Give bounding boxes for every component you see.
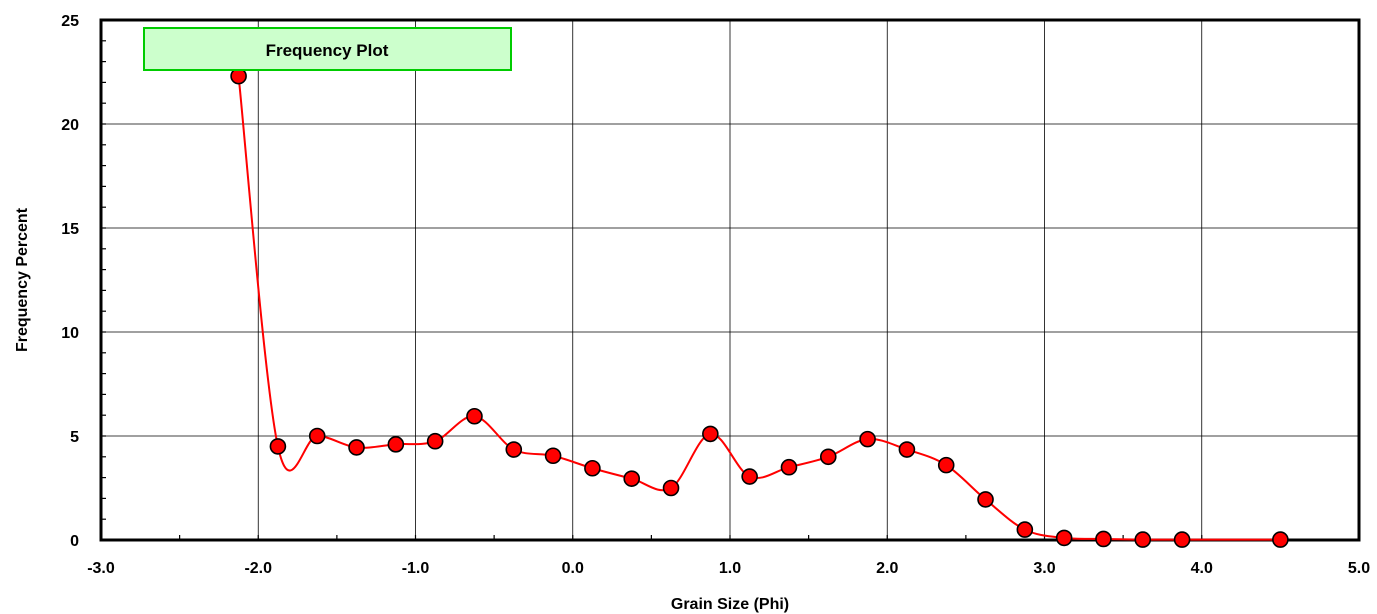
data-point <box>544 447 562 465</box>
data-point <box>1016 521 1034 538</box>
y-tick-label: 0 <box>70 533 79 550</box>
y-tick-label: 10 <box>61 325 79 342</box>
data-point <box>1134 531 1152 548</box>
data-point <box>308 427 326 445</box>
data-point <box>937 456 955 474</box>
data-point <box>780 458 798 476</box>
y-tick-label: 25 <box>61 13 79 30</box>
x-tick-label: 3.0 <box>1033 560 1055 577</box>
plot-area-border <box>99 18 1361 542</box>
legend: Frequency Plot <box>143 27 512 71</box>
data-markers <box>230 67 1289 548</box>
data-point <box>1095 530 1112 548</box>
legend-label: Frequency Plot <box>266 41 389 60</box>
data-point <box>859 430 876 448</box>
y-tick-labels: 0 5 10 15 20 25 <box>61 13 79 550</box>
legend-box <box>143 27 512 71</box>
x-axis-title: Grain Size (Phi) <box>671 596 789 613</box>
data-point <box>426 432 444 450</box>
x-tick-label: -3.0 <box>87 560 115 577</box>
data-point <box>387 436 405 453</box>
data-point <box>702 425 719 443</box>
data-point <box>623 470 641 487</box>
x-tick-label: 4.0 <box>1191 560 1213 577</box>
data-point <box>584 459 601 477</box>
y-tick-label: 5 <box>70 429 79 446</box>
x-tick-label: 5.0 <box>1348 560 1370 577</box>
data-point <box>898 441 916 458</box>
data-point <box>269 438 287 455</box>
y-tick-label: 15 <box>61 221 79 238</box>
data-point <box>741 468 758 485</box>
x-tick-label: -2.0 <box>244 560 272 577</box>
data-point <box>505 441 523 458</box>
y-tick-label: 20 <box>61 117 79 134</box>
data-point <box>466 407 483 425</box>
data-point <box>1272 531 1289 548</box>
data-point <box>348 439 365 456</box>
data-point <box>662 479 680 497</box>
data-point <box>1173 531 1191 548</box>
y-axis-title: Frequency Percent <box>14 207 31 352</box>
x-tick-label: 1.0 <box>719 560 741 577</box>
x-tick-label: 2.0 <box>876 560 898 577</box>
data-point <box>1055 529 1073 547</box>
data-point <box>977 491 994 508</box>
grid <box>101 20 1359 540</box>
x-tick-label: 0.0 <box>562 560 584 577</box>
x-tick-labels: -3.0 -2.0 -1.0 0.0 1.0 2.0 3.0 4.0 5.0 <box>87 560 1370 577</box>
data-point <box>819 448 837 466</box>
x-tick-label: -1.0 <box>402 560 430 577</box>
